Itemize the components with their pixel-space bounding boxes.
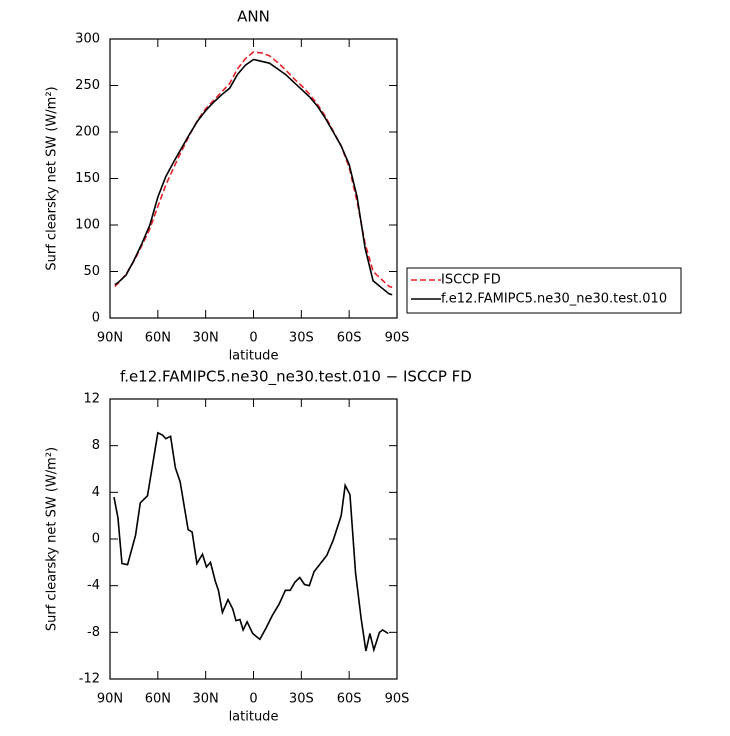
y-tick-label: 8 [92,438,100,453]
x-tick-label: 0 [249,331,257,346]
x-tick-label: 90S [385,692,410,707]
x-tick-label: 60S [337,331,362,346]
y-tick-label: -8 [87,625,100,640]
series-line [114,58,393,296]
legend-label: f.e12.FAMIPC5.ne30_ne30.test.010 [441,292,667,307]
y-tick-label: 300 [75,32,100,47]
y-axis-label: Surf clearsky net SW (W/m²) [45,447,60,631]
series-line [113,431,389,653]
x-tick-label: 60N [145,331,171,346]
y-axis-label: Surf clearsky net SW (W/m²) [45,86,60,270]
x-tick-label: 30S [289,692,314,707]
legend-label: ISCCP FD [441,273,501,288]
chart-title: ANN [237,8,270,26]
y-tick-label: 200 [75,125,100,140]
y-tick-label: 4 [92,485,100,500]
y-tick-label: 12 [83,392,100,407]
x-tick-label: 30N [193,692,219,707]
y-tick-label: 50 [83,264,100,279]
y-tick-label: 150 [75,171,100,186]
x-tick-label: 30S [289,331,314,346]
y-tick-label: 0 [92,532,100,547]
x-tick-label: 0 [249,692,257,707]
x-tick-label: 60N [145,692,171,707]
plot-frame [109,38,398,319]
y-tick-label: 250 [75,78,100,93]
x-tick-label: 30N [193,331,219,346]
legend-box [406,267,682,314]
y-tick-label: -4 [87,578,100,593]
plot-frame [109,398,398,680]
x-tick-label: 90N [97,692,123,707]
x-tick-label: 90N [97,331,123,346]
series-line [114,51,393,289]
y-tick-label: 100 [75,218,100,233]
chart-title: f.e12.FAMIPC5.ne30_ne30.test.010 − ISCCP… [120,368,472,387]
y-tick-label: -12 [79,672,100,687]
x-axis-label: latitude [229,710,279,725]
x-tick-label: 90S [385,331,410,346]
y-tick-label: 0 [92,311,100,326]
x-axis-label: latitude [229,349,279,364]
x-tick-label: 60S [337,692,362,707]
